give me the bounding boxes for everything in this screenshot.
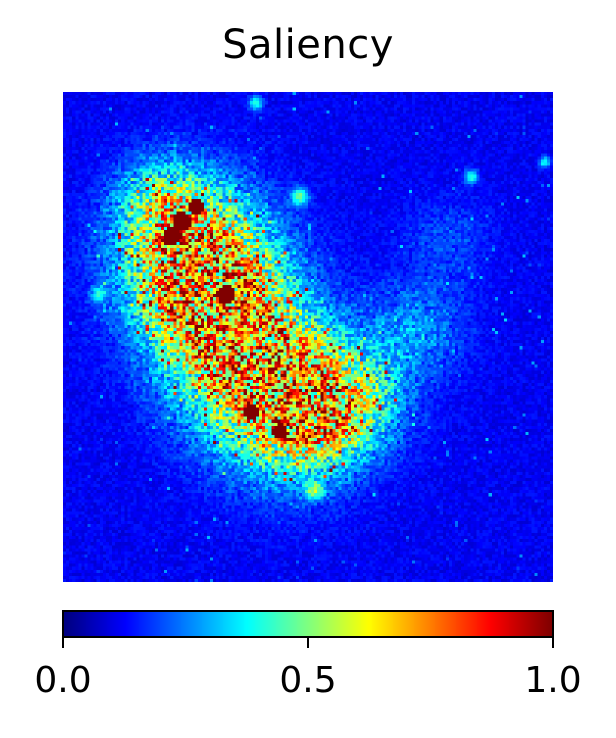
colorbar	[62, 610, 554, 638]
colorbar-tick-label-2: 1.0	[524, 660, 582, 701]
colorbar-tick-0	[62, 638, 64, 648]
colorbar-tick-label-0: 0.0	[34, 660, 92, 701]
colorbar-tick-2	[552, 638, 554, 648]
saliency-heatmap	[63, 92, 553, 582]
colorbar-tick-label-1: 0.5	[279, 660, 337, 701]
colorbar-tick-1	[307, 638, 309, 648]
chart-title: Saliency	[222, 22, 394, 68]
